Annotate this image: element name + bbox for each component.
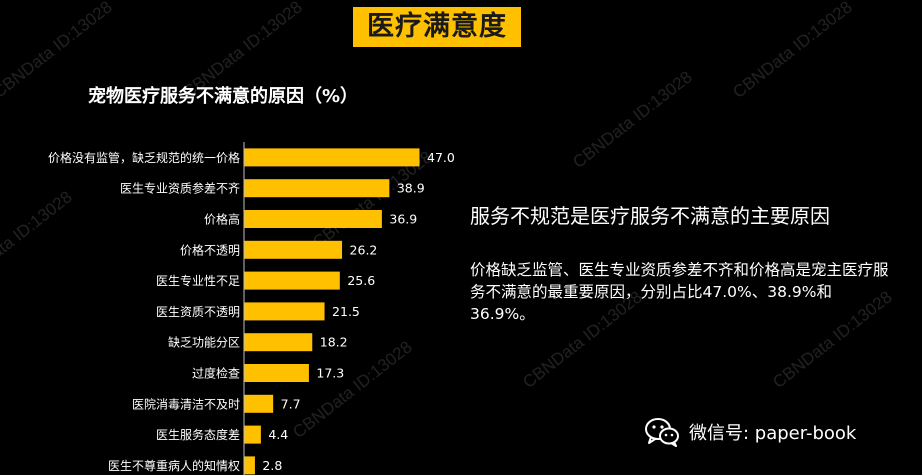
data-label: 21.5 xyxy=(332,304,360,319)
bar xyxy=(244,210,382,228)
summary-description: 价格缺乏监管、医生专业资质参差不齐和价格高是宠主医疗服务不满意的最重要原因，分别… xyxy=(470,261,889,323)
data-label: 36.9 xyxy=(389,212,417,227)
data-label: 17.3 xyxy=(316,366,344,381)
bar xyxy=(244,425,261,444)
data-label: 7.7 xyxy=(281,396,301,411)
bar xyxy=(244,394,274,413)
data-label: 18.2 xyxy=(320,335,348,350)
category-label: 过度检查 xyxy=(192,366,240,381)
data-label: 38.9 xyxy=(397,181,425,196)
bar xyxy=(244,364,309,382)
category-label: 价格不透明 xyxy=(180,242,240,257)
category-label: 缺乏功能分区 xyxy=(168,335,240,350)
bar xyxy=(244,456,255,475)
category-label: 医生服务态度差 xyxy=(156,427,240,442)
wechat-id: 微信号: paper-book xyxy=(645,417,856,447)
data-label: 47.0 xyxy=(427,150,455,165)
category-label: 医院消毒清洁不及时 xyxy=(132,397,240,411)
bar xyxy=(244,333,313,352)
page-title: 医疗满意度 xyxy=(353,7,521,47)
wechat-label: 微信号: paper-book xyxy=(689,423,857,444)
bar xyxy=(244,148,420,167)
data-label: 2.8 xyxy=(262,458,282,473)
category-label: 医生不尊重病人的知情权 xyxy=(108,458,240,473)
category-label: 医生资质不透明 xyxy=(156,305,240,319)
watermark: CBNData ID:13028 xyxy=(729,0,856,102)
category-label: 价格没有监管，缺乏规范的统一价格 xyxy=(48,150,240,165)
data-label: 26.2 xyxy=(350,242,378,257)
chart-title: 宠物医疗服务不满意的原因（%） xyxy=(88,86,359,107)
wechat-icon xyxy=(645,418,679,447)
bar-chart: 价格没有监管，缺乏规范的统一价格 47.0 医生专业资质参差不齐 38.9 价格高 36.… xyxy=(48,142,455,475)
summary-headline: 服务不规范是医疗服务不满意的主要原因 xyxy=(470,204,830,228)
watermark: CBNData ID:13028 xyxy=(569,67,696,172)
category-label: 价格高 xyxy=(204,212,240,227)
bar xyxy=(244,240,343,259)
bar xyxy=(244,179,390,198)
data-label: 25.6 xyxy=(347,273,375,288)
bar xyxy=(244,302,325,321)
category-label: 医生专业性不足 xyxy=(156,273,240,288)
category-label: 医生专业资质参差不齐 xyxy=(120,181,240,196)
bar xyxy=(244,271,340,290)
data-label: 4.4 xyxy=(268,427,288,442)
